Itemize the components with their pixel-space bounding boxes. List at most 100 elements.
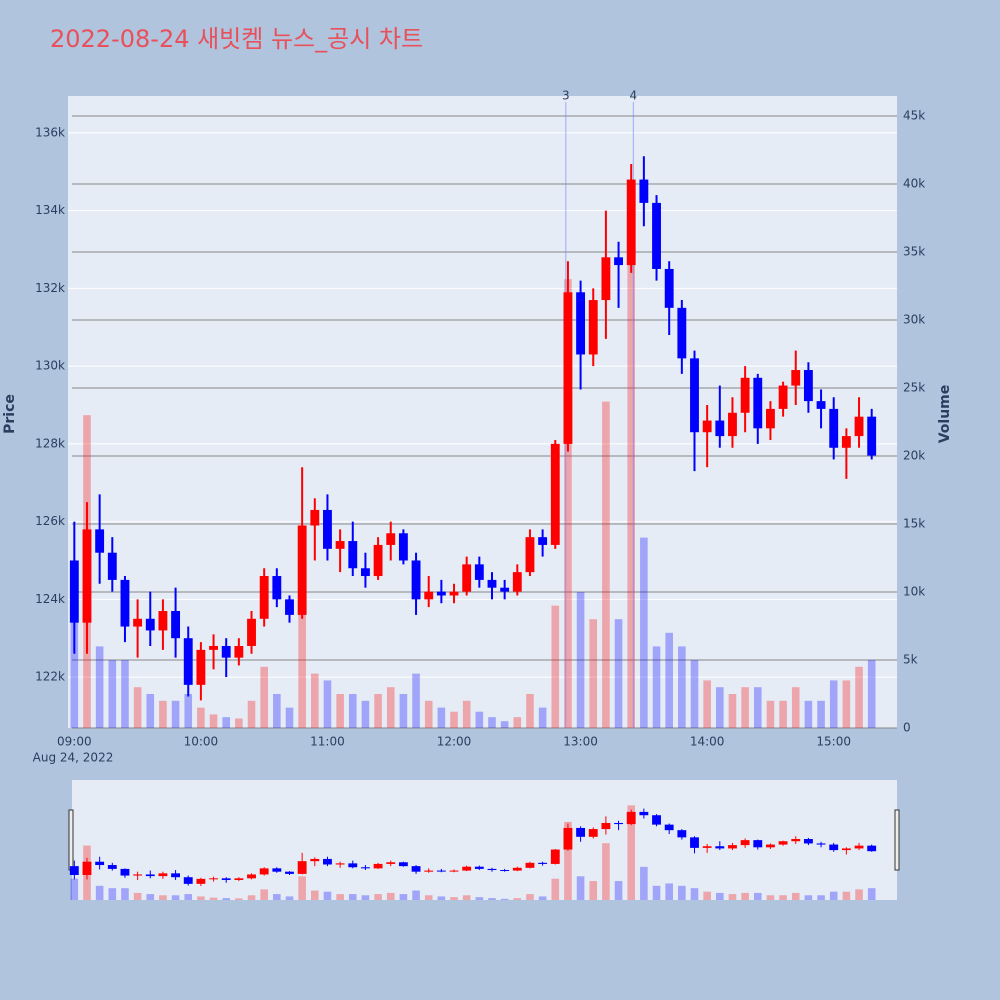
slider-volume-bar: [311, 890, 319, 900]
volume-bar: [323, 680, 332, 728]
slider-candle-body: [512, 867, 522, 871]
annotation-label: 3: [562, 89, 570, 103]
slider-candle-body: [791, 839, 801, 842]
volume-bar: [159, 700, 167, 728]
slider-volume-bar: [690, 888, 699, 900]
y2-tick-label: 40k: [903, 176, 925, 190]
volume-bar: [348, 693, 357, 728]
slider-candle-body: [816, 843, 826, 845]
candle-body: [436, 591, 446, 596]
volume-bar: [399, 693, 408, 728]
slider-candle-body: [158, 873, 168, 877]
volume-bar: [475, 711, 484, 728]
candle-body: [158, 611, 168, 631]
slider-volume-bar: [589, 881, 598, 900]
slider-handle[interactable]: [68, 809, 74, 871]
volume-bar: [336, 693, 344, 728]
slider-volume-bar: [323, 891, 332, 900]
candle-body: [335, 541, 345, 549]
volume-bar: [829, 680, 838, 728]
y-tick-label: 132k: [35, 281, 65, 295]
slider-volume-bar: [184, 894, 193, 900]
slider-candle-body: [690, 837, 699, 848]
slider-candle-body: [411, 866, 421, 872]
candle-body: [664, 268, 674, 308]
slider-volume-bar: [412, 890, 420, 900]
candle-body: [285, 599, 294, 615]
x-tick-label: 14:00: [690, 735, 725, 749]
slider-volume-bar: [716, 892, 724, 900]
y2-axis-title: Volume: [937, 385, 953, 444]
candle-body: [715, 420, 725, 437]
volume-bar: [171, 700, 180, 728]
slider-candle-body: [310, 858, 320, 862]
candle-body: [740, 377, 750, 413]
candle-body: [171, 611, 181, 639]
slider-candle-body: [854, 845, 864, 849]
slider-volume-bar: [235, 898, 243, 900]
y-tick-label: 134k: [35, 203, 65, 217]
slider-candle-body: [82, 861, 92, 875]
slider-candle-body: [500, 870, 510, 872]
y-axis-title: Price: [2, 394, 18, 434]
slider-volume-bar: [614, 881, 623, 900]
volume-bar: [235, 718, 243, 728]
slider-candle-body: [145, 874, 155, 877]
slider-volume-bar: [855, 889, 863, 900]
y2-tick-label: 10k: [903, 584, 925, 598]
candle-body: [323, 509, 332, 549]
slider-volume-bar: [652, 885, 661, 900]
volume-bar: [766, 700, 775, 728]
slider-candle-body: [449, 870, 459, 872]
slider-volume-bar: [146, 894, 155, 900]
candle-body: [614, 257, 623, 266]
volume-bar: [146, 693, 155, 728]
slider-candle-body: [664, 824, 674, 831]
range-slider[interactable]: [72, 780, 897, 900]
slider-handle[interactable]: [894, 809, 900, 871]
slider-candle-body: [436, 870, 446, 872]
candle-body: [652, 202, 661, 269]
slider-candle-body: [525, 862, 535, 868]
slider-candle-body: [285, 871, 294, 874]
candle-body: [550, 443, 560, 545]
volume-bar: [589, 619, 598, 728]
slider-candle-body: [221, 878, 231, 880]
slider-candle-body: [740, 840, 750, 846]
candle-body: [677, 307, 687, 359]
y2-tick-label: 15k: [903, 516, 925, 530]
slider-volume-bar: [817, 895, 825, 900]
candle-body: [816, 401, 826, 409]
y2-tick-label: 35k: [903, 244, 925, 258]
candle-body: [576, 292, 586, 355]
candle-body: [525, 537, 535, 573]
candle-body: [424, 591, 434, 600]
volume-bar: [564, 279, 572, 728]
candle-body: [247, 618, 256, 646]
candle-body: [563, 292, 573, 444]
volume-bar: [197, 707, 205, 728]
slider-volume-bar: [665, 883, 673, 900]
volume-bar: [488, 717, 496, 728]
slider-volume-bar: [842, 891, 851, 900]
volume-bar: [260, 666, 268, 728]
volume-bar: [703, 680, 711, 728]
x-tick-label: 11:00: [310, 735, 345, 749]
volume-bar: [298, 591, 306, 728]
slider-volume-bar: [159, 895, 167, 900]
slider-volume-bar: [121, 888, 129, 900]
slider-candle-body: [550, 849, 560, 864]
slider-volume-bar: [247, 895, 256, 900]
slider-candle-body: [348, 863, 358, 868]
x-tick-label: 09:00: [57, 735, 92, 749]
slider-volume-bar: [108, 888, 117, 900]
volume-bar: [273, 693, 281, 728]
volume-bar: [614, 619, 623, 728]
volume-bar: [753, 687, 762, 728]
y2-tick-label: 30k: [903, 312, 925, 326]
y2-tick-label: 5k: [903, 652, 918, 666]
volume-bar: [374, 693, 382, 728]
volume-bar: [133, 687, 142, 728]
slider-candle-body: [563, 827, 573, 850]
slider-volume-bar: [222, 898, 231, 900]
